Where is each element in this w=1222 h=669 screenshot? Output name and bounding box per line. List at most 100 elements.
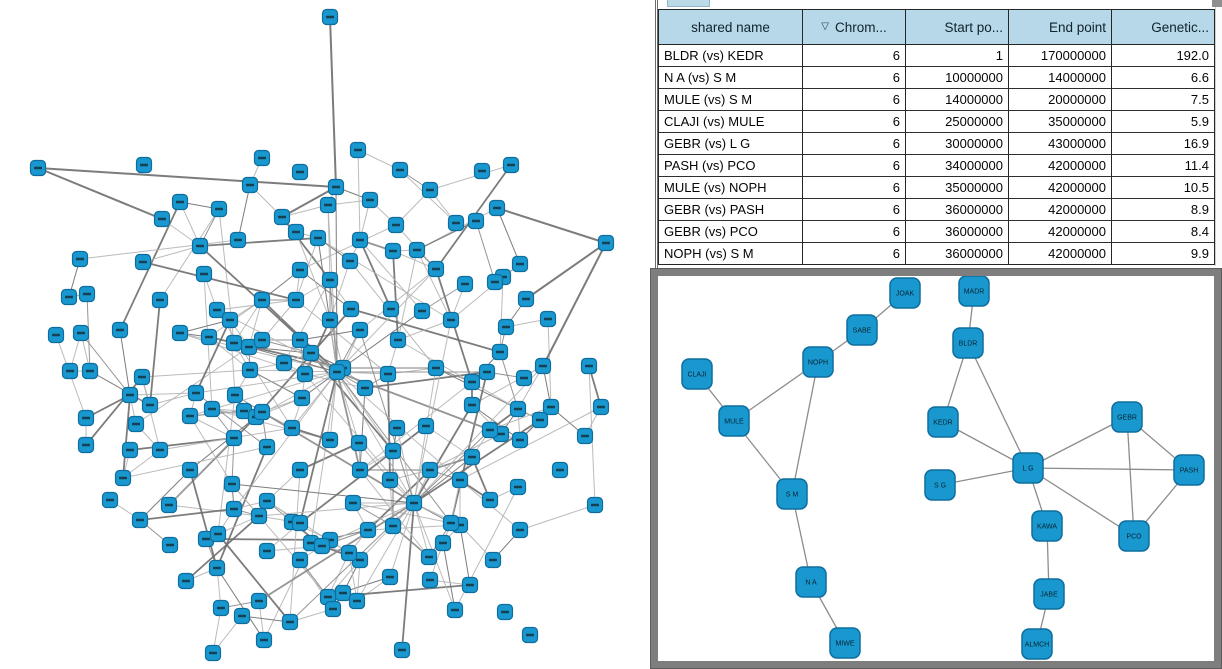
graph-node[interactable] [171,324,189,342]
graph-node[interactable] [203,400,221,418]
graph-node[interactable] [241,361,259,379]
graph-node[interactable] [208,559,226,577]
graph-edge[interactable] [141,369,251,378]
graph-edge[interactable] [397,339,519,410]
cell-value[interactable]: 42000000 [1009,243,1112,264]
graph-edge[interactable] [359,469,430,558]
graph-node[interactable] [291,261,309,279]
graph-edge[interactable] [142,245,201,263]
graph-node[interactable] [121,386,139,404]
graph-node[interactable] [258,542,276,560]
cell-value[interactable]: 9.9 [1190,246,1209,261]
graph-node[interactable] [580,357,598,375]
graph-node[interactable] [78,285,96,303]
graph-node[interactable] [456,275,474,293]
cell-value[interactable]: 11.4 [1184,158,1209,173]
graph-edge[interactable] [139,508,235,521]
graph-node[interactable] [421,461,439,479]
cell-value[interactable]: 6 [803,45,906,66]
graph-node[interactable] [151,441,169,459]
graph-node[interactable] [421,571,439,589]
table-row[interactable]: NOPH (vs) S M 6 36000000 42000000 9.9 [659,243,1214,264]
cell-shared-name[interactable]: GEBR (vs) PCO [659,221,803,242]
cell-value[interactable]: 34000000 [906,155,1009,176]
graph-node[interactable] [420,548,438,566]
cell-value[interactable]: 35000000 [1009,111,1112,132]
cell-shared-name[interactable]: GEBR (vs) PASH [659,199,803,220]
graph-node[interactable] [153,210,171,228]
graph-edge[interactable] [217,533,291,623]
graph-edge[interactable] [139,469,191,521]
graph-edge[interactable] [359,387,366,471]
graph-node[interactable] [417,417,435,435]
graph-edge[interactable] [189,415,233,485]
cell-value[interactable]: 43000000 [1009,133,1112,154]
graph-node[interactable] [187,384,205,402]
graph-node[interactable] [135,156,153,174]
node-PASH[interactable]: PASH [1173,454,1205,486]
graph-node[interactable] [291,514,309,532]
graph-edge[interactable] [336,371,361,471]
graph-node[interactable] [181,461,199,479]
column-header-end-point[interactable]: End point [1009,10,1112,44]
graph-node[interactable] [200,328,218,346]
graph-node[interactable] [240,338,258,356]
graph-node[interactable] [542,398,560,416]
graph-node[interactable] [253,149,271,167]
graph-edge[interactable] [496,207,521,265]
graph-edge[interactable] [89,370,151,406]
graph-node[interactable] [393,641,411,659]
cell-value[interactable]: 6 [803,199,906,220]
graph-edge[interactable] [37,167,163,220]
graph-edge[interactable] [289,469,301,623]
graph-edge[interactable] [459,406,602,481]
graph-node[interactable] [134,253,152,271]
graph-node[interactable] [586,496,604,514]
graph-node[interactable] [250,592,268,610]
graph-node[interactable] [160,496,178,514]
graph-edge[interactable] [336,371,415,504]
cell-value[interactable]: 42000000 [1009,177,1112,198]
graph-edge[interactable] [413,502,430,558]
graph-node[interactable] [114,469,132,487]
column-header-shared-name[interactable]: shared name [659,10,803,44]
graph-node[interactable] [61,362,79,380]
graph-node[interactable] [381,568,399,586]
graph-edge[interactable] [195,319,231,394]
graph-edge[interactable] [299,371,338,524]
cell-shared-name[interactable]: PASH (vs) PCO [659,155,803,176]
graph-node[interactable] [226,386,244,404]
graph-edge[interactable] [229,319,236,396]
node-KAWA[interactable]: KAWA [1031,510,1063,542]
graph-node[interactable] [446,601,464,619]
graph-node[interactable] [382,300,400,318]
cell-value[interactable]: 42000000 [1009,199,1112,220]
graph-node[interactable] [481,491,499,509]
graph-edge[interactable] [471,404,521,441]
subnetwork-edge[interactable] [791,361,819,495]
graph-node[interactable] [77,436,95,454]
graph-node[interactable] [388,419,406,437]
graph-node[interactable] [291,331,309,349]
graph-node[interactable] [324,600,342,618]
graph-node[interactable] [281,613,299,631]
graph-node[interactable] [488,199,506,217]
subnetwork-edge[interactable] [1027,467,1190,471]
graph-node[interactable] [534,357,552,375]
graph-edge[interactable] [359,239,392,310]
graph-node[interactable] [408,241,426,259]
graph-edge[interactable] [525,242,607,300]
graph-edge[interactable] [459,524,471,586]
cell-value[interactable]: 14000000 [906,89,1009,110]
graph-node[interactable] [296,365,314,383]
graph-edge[interactable] [519,504,596,531]
table-row[interactable]: GEBR (vs) PCO 6 36000000 42000000 8.4 [659,221,1214,243]
graph-node[interactable] [384,242,402,260]
graph-node[interactable] [461,576,479,594]
cell-shared-name[interactable]: NOPH (vs) S M [659,243,803,264]
graph-node[interactable] [287,291,305,309]
graph-node[interactable] [597,234,615,252]
graph-node[interactable] [509,400,527,418]
node-N-A[interactable]: N A [795,566,827,598]
graph-node[interactable] [389,331,407,349]
